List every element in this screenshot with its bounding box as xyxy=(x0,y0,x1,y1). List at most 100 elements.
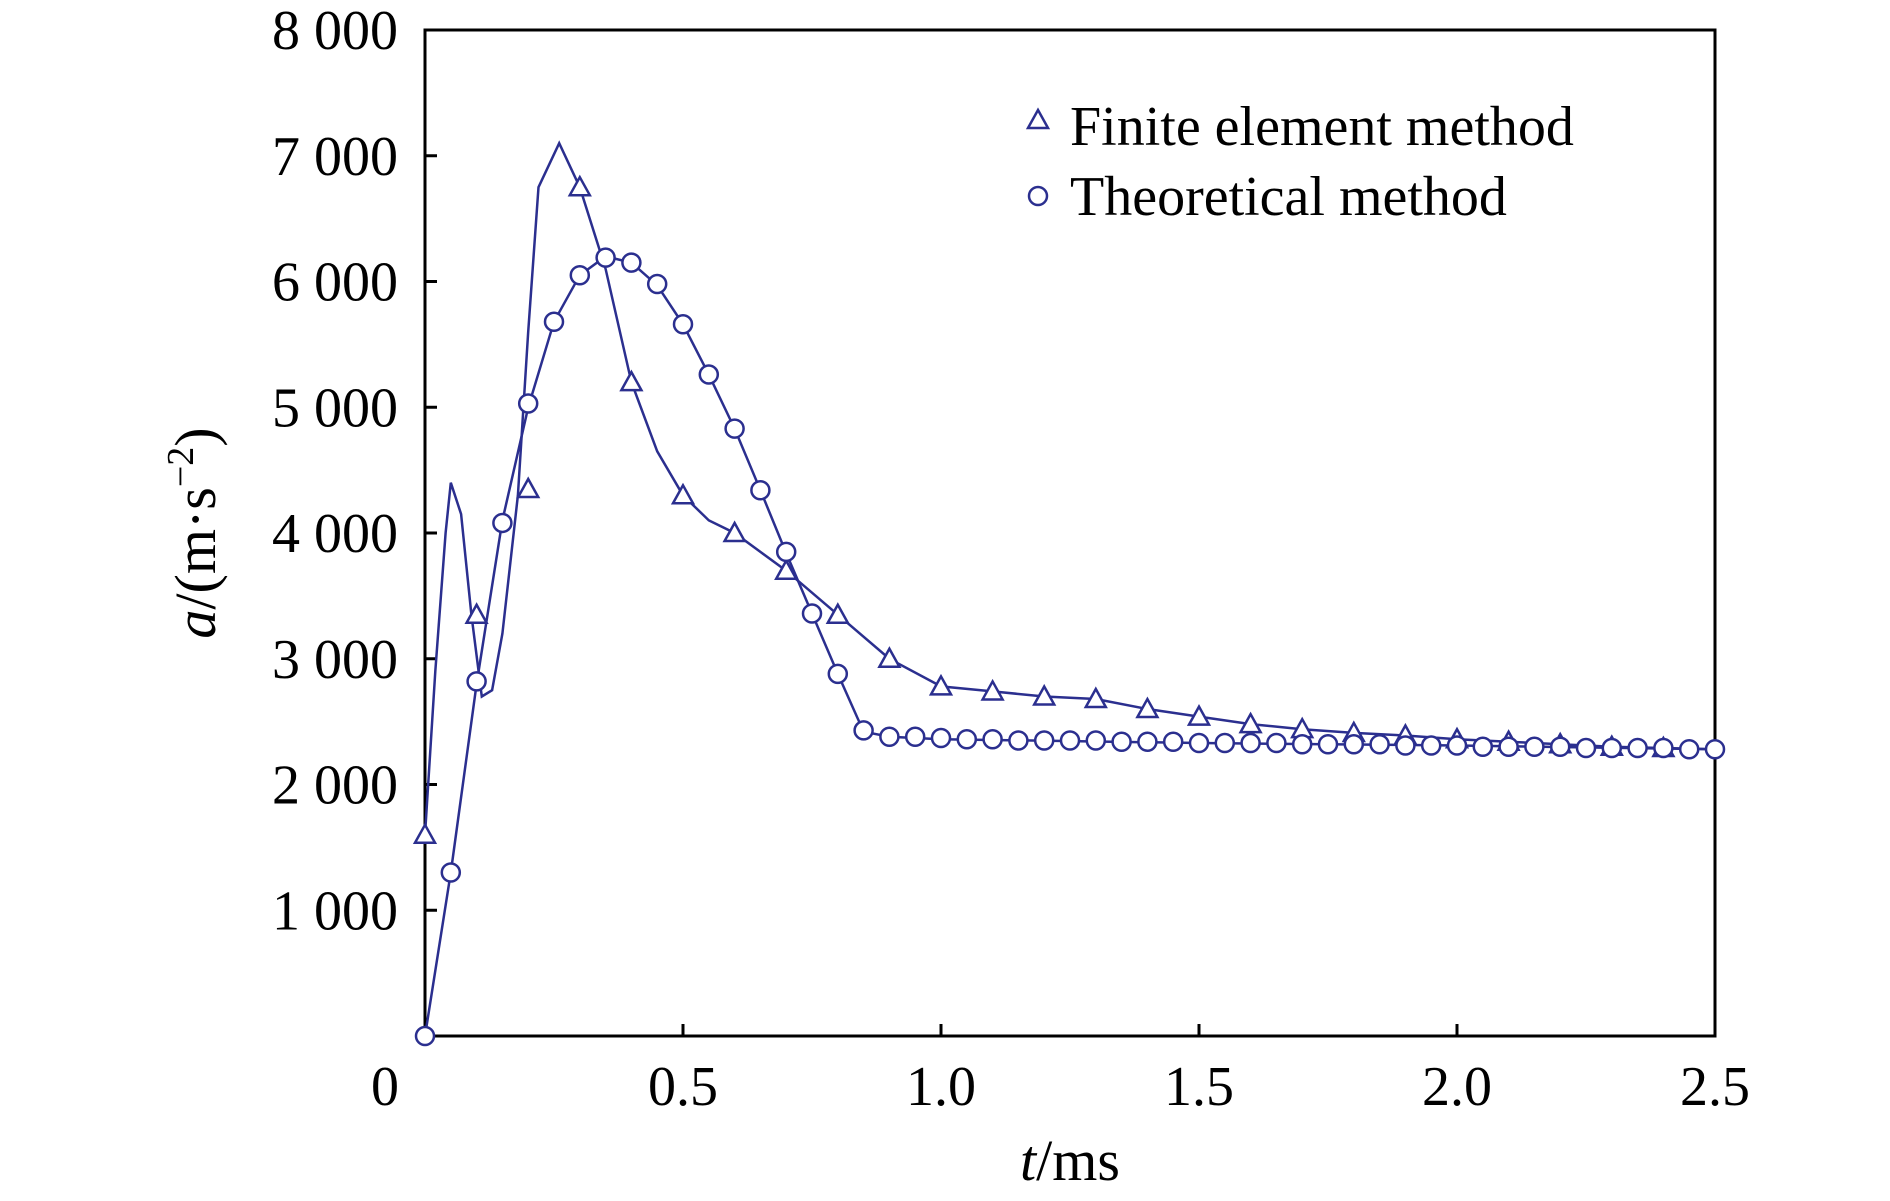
legend-label-finite-element: Finite element method xyxy=(1070,96,1574,158)
data-point-triangle xyxy=(619,369,644,392)
data-point-circle xyxy=(1343,734,1365,755)
data-point-circle xyxy=(1524,736,1545,758)
data-point-circle xyxy=(1395,735,1416,756)
x-tick-label: 0.5 xyxy=(648,1056,718,1118)
data-point-circle xyxy=(1240,732,1261,754)
legend: Finite element method Theoretical method xyxy=(1025,96,1574,228)
data-point-circle xyxy=(595,247,616,268)
data-point-triangle xyxy=(825,602,850,624)
data-point-circle xyxy=(1162,731,1184,752)
x-axis-label-unit: /ms xyxy=(1036,1128,1120,1193)
data-point-triangle xyxy=(877,646,902,668)
data-point-circle xyxy=(904,726,926,747)
data-point-circle xyxy=(775,541,797,563)
series-layer xyxy=(412,140,1726,1047)
data-point-circle xyxy=(1369,734,1390,755)
data-point-circle xyxy=(1498,736,1519,758)
data-point-circle xyxy=(569,264,591,286)
data-point-circle xyxy=(750,479,771,501)
data-point-circle xyxy=(414,1025,436,1047)
data-point-circle xyxy=(517,393,539,414)
data-point-circle xyxy=(672,314,694,335)
y-tick-label: 6 000 xyxy=(272,252,398,314)
data-point-circle xyxy=(1627,737,1648,759)
legend-circle-marker xyxy=(1027,185,1049,207)
data-point-triangle xyxy=(1032,683,1057,706)
data-point-circle xyxy=(724,418,745,439)
data-point-circle xyxy=(1214,732,1236,754)
data-point-circle xyxy=(1008,730,1029,751)
y-axis-label-unit: /(m·s xyxy=(163,487,228,609)
y-axis-label: a/(m·s−2) xyxy=(160,427,228,638)
data-point-circle xyxy=(646,273,668,295)
series-line-theoretical xyxy=(423,255,1716,1037)
data-point-circle xyxy=(1678,739,1700,760)
data-point-circle xyxy=(1549,736,1571,758)
data-point-triangle xyxy=(1135,696,1160,719)
data-point-circle xyxy=(1317,734,1339,755)
data-point-circle xyxy=(1111,731,1132,752)
y-tick-label: 3 000 xyxy=(272,629,398,691)
data-point-circle xyxy=(466,671,487,692)
data-point-circle xyxy=(1291,734,1313,755)
y-tick-label: 4 000 xyxy=(272,503,398,565)
data-point-circle xyxy=(1575,737,1597,759)
y-tick-label: 8 000 xyxy=(272,0,398,62)
data-point-circle xyxy=(827,663,849,685)
data-point-circle xyxy=(1653,737,1674,759)
data-point-circle xyxy=(1137,731,1158,752)
x-tick-label: 1.0 xyxy=(906,1056,976,1118)
data-point-circle xyxy=(1033,730,1055,751)
data-point-circle xyxy=(1601,737,1623,759)
data-point-circle xyxy=(492,512,513,534)
data-point-circle xyxy=(1085,730,1107,751)
x-axis-label-var: t xyxy=(1020,1128,1038,1193)
x-tick-label: 1.5 xyxy=(1164,1056,1234,1118)
data-point-triangle xyxy=(670,482,696,505)
data-point-triangle xyxy=(722,520,747,543)
data-point-triangle xyxy=(567,174,592,197)
data-point-circle xyxy=(930,727,952,749)
data-point-circle xyxy=(879,726,900,747)
data-point-circle xyxy=(1059,730,1081,751)
legend-label-theoretical: Theoretical method xyxy=(1070,166,1507,228)
x-tick-label: 0 xyxy=(371,1056,399,1118)
data-point-triangle xyxy=(464,602,489,624)
data-point-circle xyxy=(440,862,462,883)
data-point-circle xyxy=(956,728,978,750)
data-point-circle xyxy=(1704,739,1726,760)
data-point-circle xyxy=(853,720,874,741)
x-tick-label: 2.5 xyxy=(1680,1056,1750,1118)
data-point-triangle xyxy=(412,822,438,845)
data-point-circle xyxy=(1266,732,1287,754)
legend-triangle-marker xyxy=(1025,107,1051,130)
data-point-triangle xyxy=(516,476,541,499)
x-axis-label: t/ms xyxy=(1020,1128,1120,1193)
y-tick-label: 5 000 xyxy=(272,377,398,439)
data-point-circle xyxy=(698,364,720,385)
data-point-circle xyxy=(1446,735,1468,756)
y-tick-label: 1 000 xyxy=(272,880,398,942)
data-point-circle xyxy=(1472,736,1494,758)
x-axis-ticks: 0 0.5 1.0 1.5 2.0 2.5 xyxy=(371,1024,1750,1118)
data-point-triangle xyxy=(980,678,1005,701)
data-point-triangle xyxy=(928,673,954,696)
data-point-circle xyxy=(621,252,642,273)
data-point-triangle xyxy=(1238,711,1263,734)
y-axis-ticks: 1 000 2 000 3 000 4 000 5 000 6 000 7 000 8 000 xyxy=(272,0,437,942)
data-point-circle xyxy=(543,311,565,332)
data-point-triangle xyxy=(1083,686,1108,709)
data-point-circle xyxy=(801,603,823,624)
y-axis-label-var: a xyxy=(163,610,228,639)
data-point-triangle xyxy=(774,558,799,580)
data-point-circle xyxy=(1188,732,1210,754)
y-tick-label: 7 000 xyxy=(272,126,398,188)
data-point-circle xyxy=(1420,735,1442,756)
y-axis-label-sup: −2 xyxy=(160,447,202,487)
y-tick-label: 2 000 xyxy=(272,755,398,817)
x-tick-label: 2.0 xyxy=(1422,1056,1492,1118)
data-point-circle xyxy=(982,728,1003,750)
y-axis-label-close: ) xyxy=(163,427,228,446)
data-point-triangle xyxy=(1186,704,1212,726)
